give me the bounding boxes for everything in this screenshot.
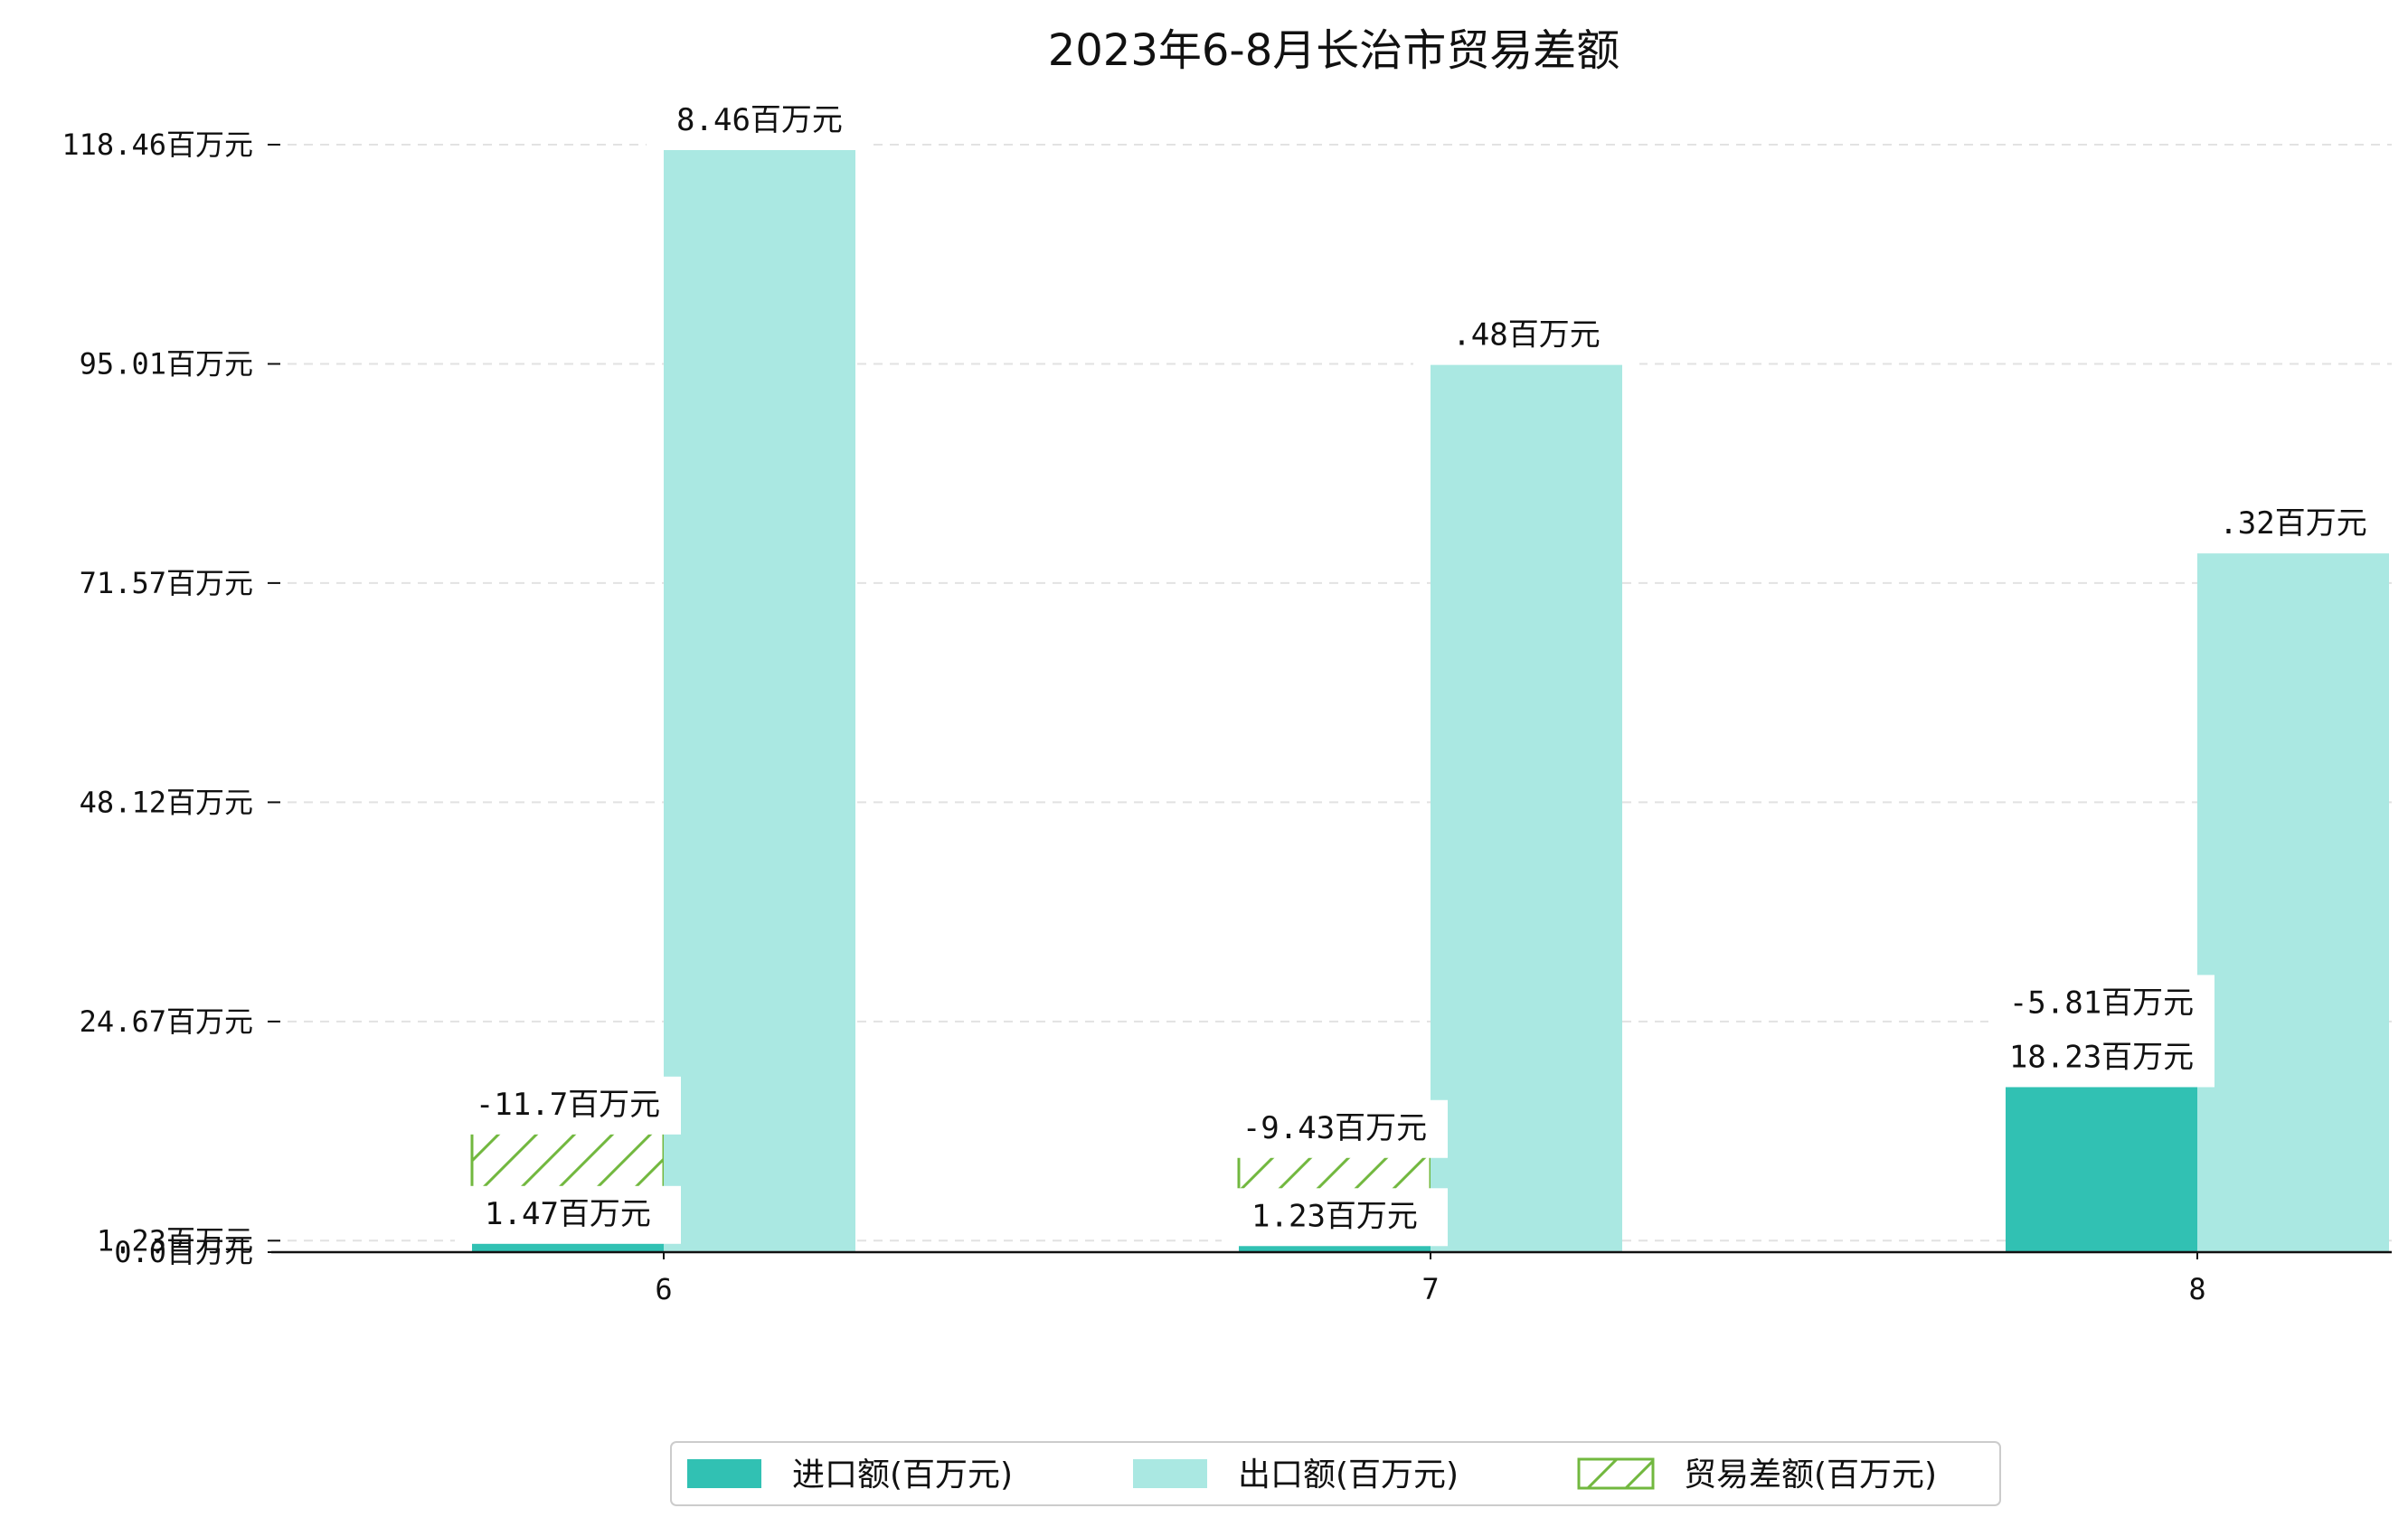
bar-export-8 xyxy=(2197,548,2389,1252)
y-tick-label-6: 118.46百万元 xyxy=(61,127,253,162)
y-tick-label-4: 71.57百万元 xyxy=(80,566,253,600)
label-export-8: .32百万元 xyxy=(2219,505,2366,542)
label-export-6-bg xyxy=(647,92,873,150)
label-balance-8: -5.81百万元 xyxy=(2009,985,2194,1021)
label-import-6: 1.47百万元 xyxy=(485,1196,651,1232)
label-import-6-bg xyxy=(455,1185,681,1244)
label-import-8: 18.23百万元 xyxy=(2009,1039,2194,1075)
legend-label-2: 贸易差额(百万元) xyxy=(1684,1456,1937,1494)
y-tick-label-0: 1.23百万元 xyxy=(97,1223,253,1258)
label-export-8-bg xyxy=(2180,495,2406,554)
label-balance-7: -9.43百万元 xyxy=(1242,1110,1427,1146)
label-balance-7-bg xyxy=(1222,1099,1448,1158)
legend: 进口额(百万元) 出口额(百万元) 贸易差额(百万元) xyxy=(670,1441,2001,1506)
label-export-7: .48百万元 xyxy=(1452,317,1600,353)
label-import-7-bg xyxy=(1222,1188,1448,1247)
y-tick-label-5: 95.01百万元 xyxy=(80,346,253,381)
data-labels: 1.47百万元 -11.7百万元 8.46百万元 1.23百万元 -9.43百万元 .48… xyxy=(455,92,2406,1247)
legend-swatch-0 xyxy=(687,1459,761,1488)
x-tick-label-8: 8 xyxy=(2188,1272,2205,1306)
label-balance-6-bg xyxy=(455,1076,681,1135)
chart-title: 2023年6-8月长治市贸易差额 xyxy=(1048,25,1620,76)
label-balance-6: -11.7百万元 xyxy=(476,1087,660,1123)
y-tick-label-2: 24.67百万元 xyxy=(80,1004,253,1039)
legend-frame xyxy=(670,1441,2001,1506)
label-import-7: 1.23百万元 xyxy=(1251,1198,1418,1234)
y-tick-label-1: 0.0百万元 xyxy=(114,1235,253,1269)
label-export-6: 8.46百万元 xyxy=(676,102,843,138)
legend-swatch-2 xyxy=(1577,1457,1655,1490)
axes: 1.23百万元0.0百万元24.67百万元48.12百万元71.57百万元95.… xyxy=(61,127,2392,1306)
x-tick-label-6: 6 xyxy=(655,1272,672,1306)
bar-export-6 xyxy=(664,145,855,1252)
bar-import-8 xyxy=(2006,1081,2197,1252)
label-import-8-bg xyxy=(1988,1029,2214,1088)
bar-export-7 xyxy=(1431,359,1622,1252)
legend-label-0: 进口额(百万元) xyxy=(792,1456,1013,1494)
y-tick-label-3: 48.12百万元 xyxy=(80,785,253,819)
bars xyxy=(470,145,2389,1252)
label-balance-8-bg xyxy=(1988,975,2214,1033)
legend-swatch-1 xyxy=(1133,1459,1207,1488)
x-tick-label-7: 7 xyxy=(1421,1272,1439,1306)
label-export-7-bg xyxy=(1413,306,1639,365)
legend-label-1: 出口额(百万元) xyxy=(1238,1456,1459,1494)
